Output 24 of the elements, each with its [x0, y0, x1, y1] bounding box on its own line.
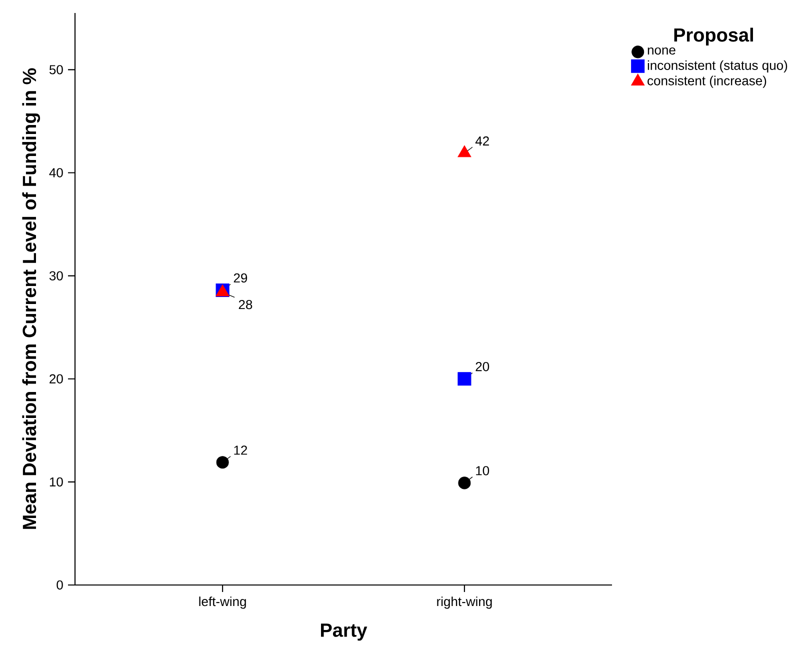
legend-label: inconsistent (status quo): [648, 60, 788, 73]
data-label: 42: [475, 136, 489, 146]
x-tick-label: right-wing: [437, 596, 492, 609]
y-tick-label: 40: [49, 168, 63, 178]
legend-label: none: [648, 47, 676, 55]
y-tick-label: 30: [49, 271, 63, 280]
point: [458, 476, 471, 490]
data-label: 10: [476, 466, 490, 476]
point: [458, 372, 472, 386]
data-label: 28: [238, 300, 252, 310]
x-axis-title: Party: [321, 624, 368, 641]
data-label: 12: [234, 446, 248, 455]
legend-label: consistent (increase): [648, 76, 766, 88]
point: [216, 456, 229, 469]
y-tick-label: 10: [50, 477, 63, 487]
y-tick-label: 0: [56, 580, 63, 590]
x-tick-label: left-wing: [199, 596, 246, 609]
point: [458, 145, 472, 158]
data-label: 29: [234, 273, 248, 283]
y-tick-label: 20: [50, 374, 63, 384]
y-tick-label: 50: [49, 65, 63, 74]
y-axis-title: Mean Deviation from Current Level of Funding in %: [22, 68, 40, 529]
data-label: 20: [476, 362, 490, 372]
legend-title: Proposal: [674, 28, 753, 46]
